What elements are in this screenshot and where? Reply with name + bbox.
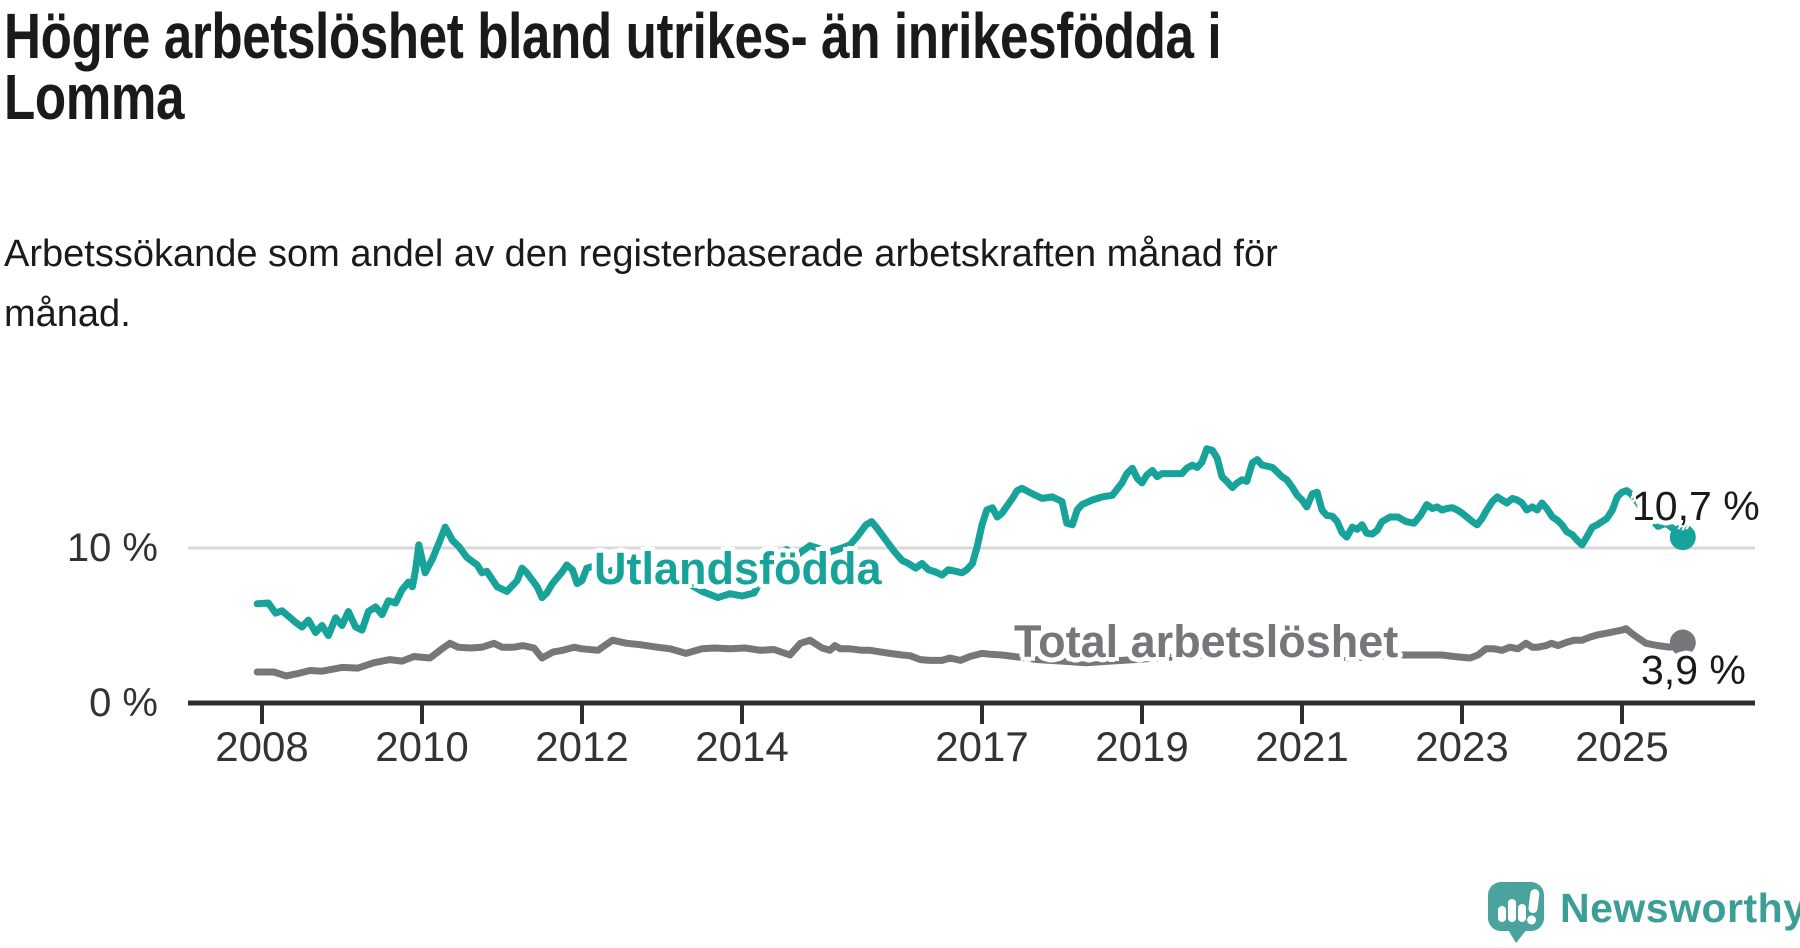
end-value-label-total: 3,9 %: [1641, 647, 1746, 693]
chart-title-line-1: Högre arbetslöshet bland utrikes- än inr…: [4, 0, 1222, 72]
end-dot-utlandsfodda: [1669, 524, 1696, 551]
newsworthy-logo: Newsworthy: [1488, 882, 1800, 944]
chart-title: Högre arbetslöshet bland utrikes- än inr…: [4, 0, 1222, 133]
end-dot-total: [1669, 629, 1696, 656]
end-value-label-utlandsfodda: 10,7 %: [1632, 483, 1760, 529]
brand-name: Newsworthy: [1560, 884, 1800, 931]
y-tick-label-10: 10 %: [66, 526, 158, 570]
series-line-total: [253, 625, 1687, 680]
newsworthy-chart-speech-bubble-icon: [1488, 882, 1544, 943]
x-tick-label-2023: 2023: [1415, 723, 1509, 770]
x-tick-label-2019: 2019: [1095, 723, 1189, 770]
x-tick-label-2010: 2010: [375, 723, 469, 770]
chart-title-line-2: Lomma: [4, 61, 185, 133]
chart-subtitle: Arbetssökande som andel av den registerb…: [4, 233, 1278, 335]
y-tick-label-0: 0 %: [89, 681, 158, 725]
x-tick-label-2025: 2025: [1575, 723, 1669, 770]
x-tick-label-2017: 2017: [935, 723, 1029, 770]
series-line-utlandsfodda: [253, 445, 1687, 640]
x-tick-label-2012: 2012: [535, 723, 629, 770]
series-label-total-arbetsloshet: Total arbetslöshet: [1014, 616, 1399, 667]
x-tick-label-2014: 2014: [695, 723, 789, 770]
x-tick-label-2021: 2021: [1255, 723, 1349, 770]
x-tick-label-2008: 2008: [215, 723, 309, 770]
series-label-utlandsfodda: Utlandsfödda: [594, 543, 882, 594]
